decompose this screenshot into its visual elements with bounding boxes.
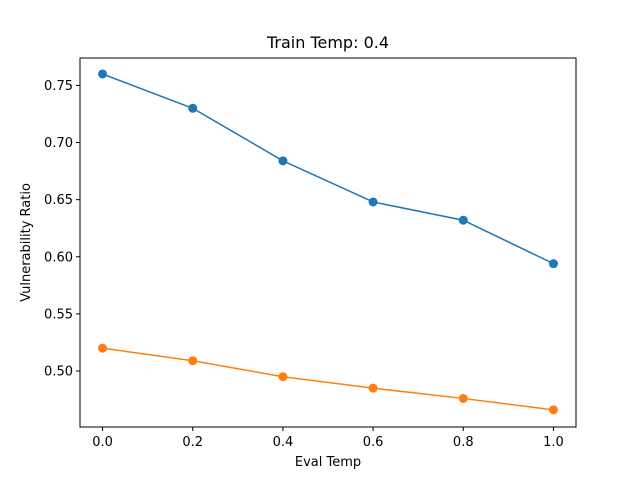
x-axis: 0.0 0.2 0.4 0.6 0.8 1.0: [92, 427, 564, 450]
data-point: [368, 197, 378, 207]
x-tick-label: 0.4: [273, 435, 294, 450]
data-point: [278, 372, 288, 382]
y-tick-label: 0.65: [44, 193, 73, 208]
chart-title: Train Temp: 0.4: [266, 33, 389, 52]
y-tick-label: 0.70: [44, 136, 73, 151]
y-tick-label: 0.75: [44, 79, 73, 94]
x-tick-label: 0.6: [363, 435, 384, 450]
data-point: [98, 69, 108, 79]
data-point: [278, 156, 288, 166]
data-point: [458, 393, 468, 403]
data-point: [548, 259, 558, 269]
data-point: [188, 103, 198, 113]
x-tick-label: 0.8: [453, 435, 474, 450]
y-tick-label: 0.60: [44, 250, 73, 265]
data-point: [548, 405, 558, 415]
y-tick-label: 0.50: [44, 365, 73, 380]
x-tick-label: 1.0: [543, 435, 564, 450]
series-1: [98, 69, 558, 269]
data-point: [368, 383, 378, 393]
data-point: [458, 215, 468, 225]
series-line: [102, 347, 554, 411]
y-axis-label: Vulnerability Ratio: [19, 183, 34, 302]
plot-area: [98, 69, 558, 415]
series-2: [98, 343, 558, 415]
data-point: [188, 356, 198, 366]
data-point: [98, 343, 108, 353]
y-axis: 0.50 0.55 0.60 0.65 0.70 0.75: [44, 79, 80, 380]
x-tick-label: 0.2: [182, 435, 203, 450]
series-line: [102, 73, 554, 265]
y-tick-label: 0.55: [44, 307, 73, 322]
x-axis-label: Eval Temp: [295, 455, 361, 470]
axes-frame: [79, 57, 577, 428]
x-tick-label: 0.0: [92, 435, 113, 450]
